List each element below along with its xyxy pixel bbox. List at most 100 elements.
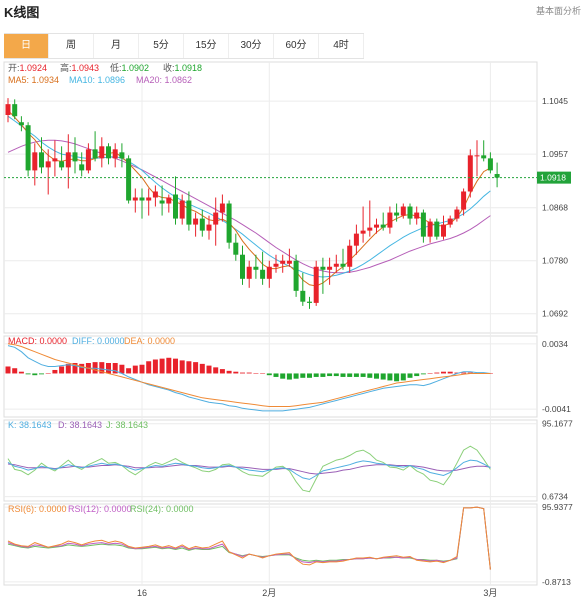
macd-bar — [367, 373, 373, 378]
ma10-readout: MA10: 1.0896 — [69, 75, 125, 85]
candle-body — [293, 260, 299, 291]
y-tick-label: 1.1045 — [542, 96, 568, 106]
tab-1[interactable]: 周 — [49, 34, 94, 58]
macd-bar — [434, 372, 440, 374]
candle-body — [186, 200, 192, 225]
tab-2[interactable]: 月 — [94, 34, 139, 58]
candle-body — [454, 209, 460, 219]
tab-3[interactable]: 5分 — [139, 34, 184, 58]
macd-bar — [400, 373, 406, 381]
macd-bar — [152, 359, 158, 374]
fundamental-analysis-link[interactable]: 基本面分析 — [535, 6, 581, 16]
macd-bar — [5, 366, 11, 374]
macd-bar — [159, 358, 165, 374]
macd-bar — [213, 367, 219, 374]
candle-body — [139, 197, 145, 201]
candle-body — [474, 155, 480, 157]
ohlc-low: 低:1.0902 — [110, 62, 149, 73]
tab-6[interactable]: 60分 — [274, 34, 319, 58]
candle-body — [32, 152, 38, 171]
candle-body — [112, 149, 118, 159]
candle-body — [320, 266, 326, 270]
ma20-readout: MA20: 1.0862 — [136, 75, 192, 85]
candle-body — [380, 224, 386, 228]
candle-body — [300, 290, 306, 302]
y-tick-label: -0.0041 — [542, 404, 571, 414]
candle-body — [367, 227, 373, 231]
candle-body — [266, 266, 272, 279]
y-tick-label: 1.0692 — [542, 309, 568, 319]
candle-body — [45, 161, 51, 168]
macd-bar — [374, 373, 379, 379]
candle-body — [327, 266, 333, 270]
tab-0[interactable]: 日 — [4, 34, 49, 58]
macd-bar — [132, 365, 138, 374]
macd-bar — [186, 361, 192, 374]
tab-7[interactable]: 4时 — [319, 34, 364, 58]
x-tick-label: 3月 — [483, 588, 497, 598]
candle-body — [106, 146, 111, 159]
macd-bar — [219, 369, 225, 374]
candle-body — [179, 200, 185, 219]
candle-body — [467, 155, 473, 192]
macd-bar — [206, 365, 212, 374]
candle-body — [420, 212, 426, 237]
macd-bar — [320, 373, 326, 377]
dea-readout: DEA: 0.0000 — [124, 336, 175, 346]
macd-bar — [52, 369, 58, 374]
macd-bar — [414, 373, 420, 377]
y-tick-label: 0.0034 — [542, 339, 568, 349]
macd-bar — [253, 373, 259, 374]
dea-line — [7, 343, 491, 407]
candle-body — [173, 194, 178, 219]
macd-bar — [307, 373, 312, 378]
rsi6-readout: RSI(6): 0.0000 — [8, 504, 67, 514]
macd-bar — [273, 373, 279, 377]
rsi6-line — [7, 506, 491, 570]
macd-bar — [112, 363, 118, 374]
d-readout: D: 38.1643 — [58, 420, 102, 430]
macd-bar — [313, 373, 319, 377]
candle-body — [206, 224, 212, 231]
candle-body — [374, 224, 379, 228]
macd-bar — [126, 368, 132, 374]
candle-body — [85, 149, 91, 171]
candle-body — [487, 158, 493, 171]
candle-body — [65, 152, 71, 168]
macd-bar — [226, 370, 232, 374]
ohlc-high: 高:1.0943 — [60, 62, 99, 73]
candle-body — [79, 164, 85, 171]
tab-5[interactable]: 30分 — [229, 34, 274, 58]
candle-body — [99, 146, 105, 159]
candle-body — [59, 161, 65, 168]
candle-body — [52, 158, 58, 162]
candle-body — [353, 233, 359, 246]
candle-body — [461, 191, 467, 210]
macd-bar — [119, 364, 125, 374]
macd-bar — [327, 373, 333, 377]
macd-readout: MACD: 0.0000 — [8, 336, 67, 346]
candle-body — [280, 260, 286, 264]
candle-body — [340, 263, 346, 267]
candle-body — [213, 212, 219, 225]
ma10-line — [7, 115, 491, 278]
candle-body — [414, 212, 420, 219]
panel-frame-main — [3, 61, 538, 334]
macd-bar — [286, 373, 292, 380]
macd-bar — [333, 373, 339, 377]
macd-bar — [39, 373, 44, 375]
macd-bar — [139, 364, 145, 374]
y-tick-label: 0.6734 — [542, 492, 568, 502]
macd-bar — [146, 361, 152, 374]
rsi24-readout: RSI(24): 0.0000 — [130, 504, 194, 514]
current-price-badge — [537, 171, 571, 184]
candle-body — [12, 104, 18, 117]
ma5-line — [7, 109, 491, 287]
tab-4[interactable]: 15分 — [184, 34, 229, 58]
candle-body — [166, 197, 172, 204]
candle-body — [92, 149, 98, 159]
candle-body — [199, 218, 205, 231]
candle-body — [347, 245, 353, 267]
macd-bar — [199, 363, 205, 374]
candle-body — [72, 152, 78, 162]
